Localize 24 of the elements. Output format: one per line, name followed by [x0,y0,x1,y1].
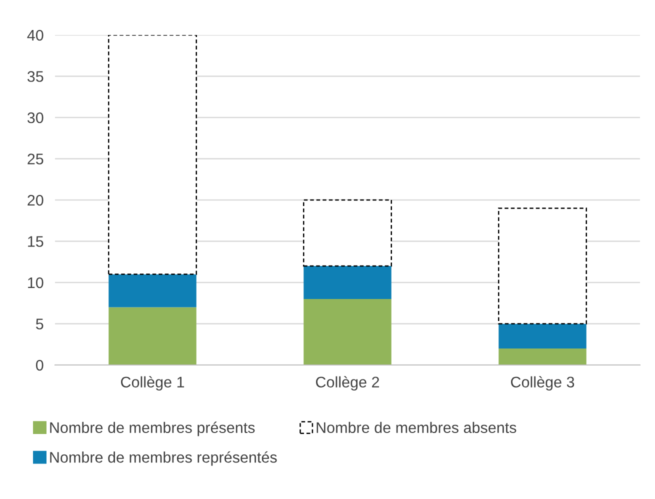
y-tick-label: 0 [36,360,44,371]
bar [304,266,392,299]
y-tick-label: 15 [28,236,44,247]
y-tick-label: 20 [28,194,44,206]
y-tick-label: 25 [28,154,44,164]
bar [304,299,392,365]
y-tick-label: 10 [28,277,44,288]
bar [303,199,392,267]
x-tick-label: Collège 2 [316,376,380,391]
y-tick-label: 35 [27,71,44,82]
bar [498,348,586,365]
y-tick-label: 30 [27,112,44,124]
x-tick-label: Collège 3 [511,376,574,391]
legend-label: Nombre de membres absents [316,422,516,434]
y-tick-label: 5 [36,318,44,330]
bar [108,274,196,308]
bar [108,307,196,365]
x-tick-label: Collège 1 [121,376,184,391]
legend-label: Nombre de membres représentés [50,451,277,466]
bar [498,324,586,348]
legend-label: Nombre de membres présents [50,422,255,436]
bar [498,208,587,324]
bar [108,35,197,275]
y-tick-label: 40 [27,30,44,41]
